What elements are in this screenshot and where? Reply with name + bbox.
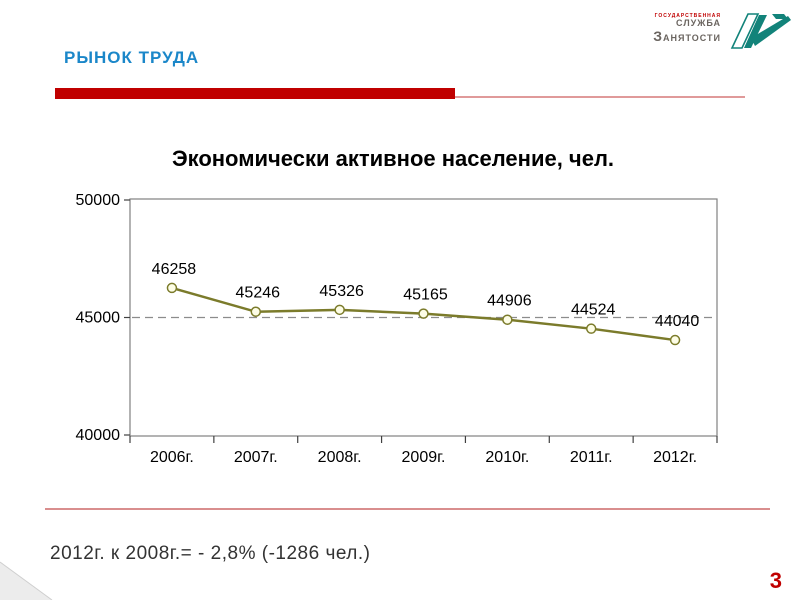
- data-point-marker: [334, 304, 345, 316]
- x-axis-label: 2009г.: [402, 449, 446, 466]
- x-axis-label: 2011г.: [570, 449, 613, 466]
- data-point-marker: [585, 323, 597, 334]
- data-point-marker: [418, 308, 429, 319]
- data-point-marker: [250, 306, 262, 317]
- slide-page-number: 3: [769, 568, 782, 593]
- logo-rest: АНЯТОСТИ: [663, 32, 721, 43]
- x-axis-label: 2006г.: [150, 449, 194, 466]
- data-label: 46258: [152, 261, 197, 278]
- page-title: РЫНОК ТРУДА: [64, 48, 200, 67]
- chart: Экономически активное население, чел. 50…: [0, 130, 800, 500]
- logo-text-line1: ГОСУДАРСТВЕННАЯ: [654, 13, 721, 19]
- logo-text-line2: СЛУЖБА: [676, 18, 721, 29]
- data-label: 44906: [487, 293, 532, 310]
- data-label: 45165: [403, 287, 448, 304]
- line-chart-svg: Экономически активное население, чел. 50…: [76, 146, 718, 466]
- data-label: 45326: [319, 283, 364, 300]
- header-divider-thin-line: [455, 96, 745, 98]
- data-label: 44040: [655, 313, 700, 330]
- footer-note: 2012г. к 2008г.= - 2,8% (-1286 чел.): [50, 543, 371, 564]
- x-axis-label: 2008г.: [318, 449, 362, 466]
- y-axis-label: 40000: [76, 427, 121, 444]
- data-point-marker: [669, 334, 681, 346]
- logo-text: ГОСУДАРСТВЕННАЯ СЛУЖБА ЗАНЯТОСТИ: [653, 13, 721, 44]
- header-divider-bar: [55, 88, 455, 99]
- logo-text-line3: ЗАНЯТОСТИ: [653, 27, 721, 44]
- footer-divider-line: [45, 508, 770, 510]
- logo-initial: З: [653, 27, 664, 44]
- x-axis-label: 2007г.: [234, 449, 278, 466]
- x-axis-label: 2012г.: [653, 449, 697, 466]
- logo: ГОСУДАРСТВЕННАЯ СЛУЖБА ЗАНЯТОСТИ: [653, 8, 792, 52]
- y-axis-label: 50000: [76, 192, 121, 209]
- data-point-marker: [166, 282, 178, 294]
- x-axis-label: 2010г.: [485, 449, 529, 466]
- corner-decoration: [0, 561, 53, 600]
- data-label: 44524: [571, 302, 616, 319]
- y-axis-label: 45000: [76, 310, 121, 327]
- employment-service-logo-icon: [730, 13, 791, 49]
- data-label: 45246: [236, 285, 281, 302]
- data-point-marker: [502, 314, 513, 325]
- chart-title: Экономически активное население, чел.: [172, 146, 614, 171]
